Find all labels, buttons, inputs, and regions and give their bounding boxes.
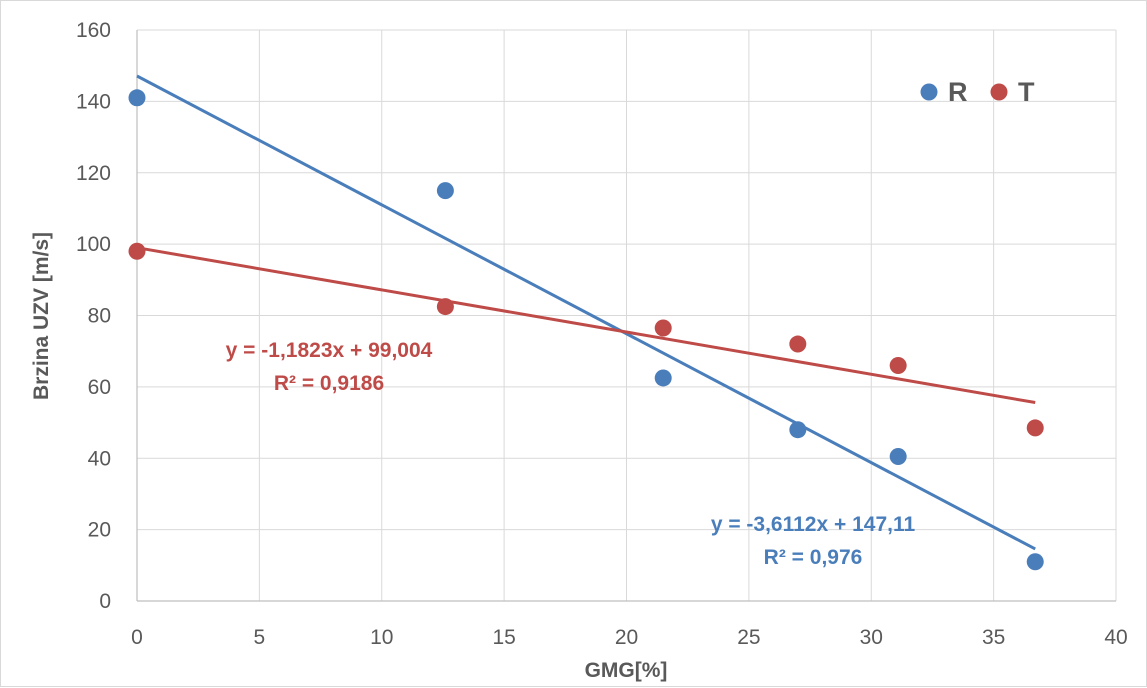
legend-marker-R bbox=[920, 83, 938, 101]
data-point-R bbox=[789, 421, 807, 439]
data-point-T bbox=[1026, 419, 1044, 437]
trendline-R bbox=[136, 74, 1036, 551]
trendline-r2-R: R² = 0,976 bbox=[764, 546, 863, 569]
y-tick-label: 120 bbox=[76, 162, 111, 185]
trendlines bbox=[136, 74, 1036, 551]
trendline-T bbox=[136, 246, 1036, 405]
y-tick-label: 140 bbox=[76, 90, 111, 113]
x-tick-label: 30 bbox=[860, 626, 883, 649]
trendline-equation-R: y = -3,6112x + 147,11 bbox=[711, 513, 916, 536]
trendline-r2-T: R² = 0,9186 bbox=[274, 372, 384, 395]
x-tick-label: 35 bbox=[982, 626, 1005, 649]
y-tick-label: 20 bbox=[88, 519, 111, 542]
x-tick-label: 15 bbox=[492, 626, 515, 649]
y-tick-label: 100 bbox=[76, 233, 111, 256]
x-tick-label: 40 bbox=[1104, 626, 1127, 649]
axes bbox=[136, 30, 1116, 602]
y-tick-label: 0 bbox=[99, 590, 111, 613]
legend-label-R: R bbox=[948, 77, 968, 107]
y-tick-label: 160 bbox=[76, 19, 111, 42]
y-tick-label: 60 bbox=[88, 376, 111, 399]
data-point-R bbox=[128, 89, 146, 107]
data-point-T bbox=[128, 242, 146, 260]
trendline-equation-T: y = -1,1823x + 99,004 bbox=[226, 339, 433, 362]
data-point-R bbox=[436, 182, 454, 200]
x-tick-label: 0 bbox=[131, 626, 143, 649]
x-tick-label: 25 bbox=[737, 626, 760, 649]
data-point-T bbox=[889, 356, 907, 374]
legend-label-T: T bbox=[1018, 77, 1035, 107]
data-point-T bbox=[789, 335, 807, 353]
y-tick-label: 40 bbox=[88, 447, 111, 470]
gridlines bbox=[137, 29, 1117, 601]
legend-marker-T bbox=[990, 83, 1008, 101]
data-point-T bbox=[654, 319, 672, 337]
data-point-T bbox=[436, 298, 454, 316]
labels: 0 20 40 60 80 100 120 140 160 0 5 10 15 20 25 30 35 40 GMG… bbox=[30, 19, 1128, 682]
data-point-R bbox=[654, 369, 672, 387]
data-points bbox=[128, 89, 1044, 571]
y-tick-label: 80 bbox=[88, 305, 111, 328]
x-tick-label: 5 bbox=[254, 626, 266, 649]
y-axis-title: Brzina UZV [m/s] bbox=[30, 232, 53, 400]
x-tick-label: 20 bbox=[615, 626, 638, 649]
x-tick-label: 10 bbox=[370, 626, 393, 649]
x-axis-title: GMG[%] bbox=[585, 659, 668, 682]
data-point-R bbox=[1026, 553, 1044, 571]
data-point-R bbox=[889, 447, 907, 465]
